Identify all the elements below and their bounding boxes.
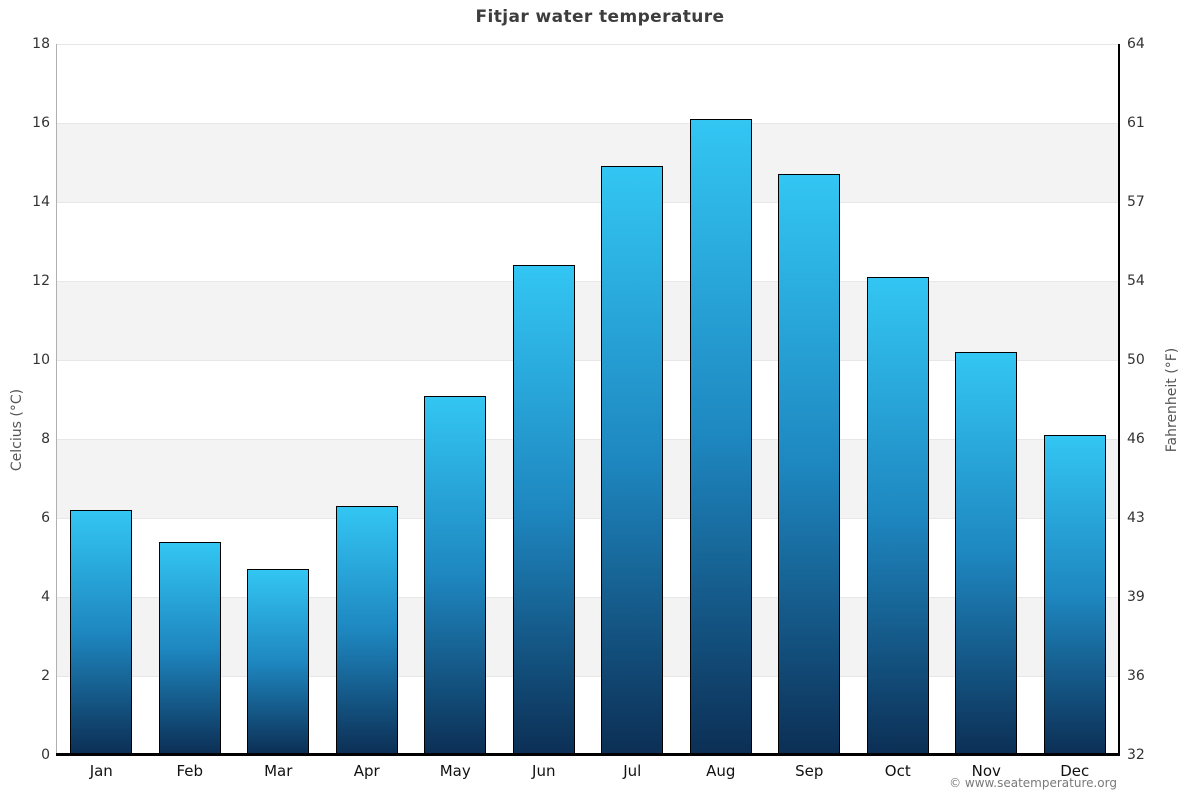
x-label-aug: Aug bbox=[706, 762, 736, 780]
gridline bbox=[57, 597, 1119, 598]
plot-band bbox=[57, 202, 1119, 281]
bar-sep bbox=[778, 174, 841, 755]
gridline bbox=[57, 123, 1119, 124]
y-tick-celsius-10: 10 bbox=[32, 352, 50, 368]
y-tick-celsius-16: 16 bbox=[32, 115, 50, 131]
x-label-jul: Jul bbox=[623, 762, 642, 780]
plot-band bbox=[57, 281, 1119, 360]
bar-may bbox=[424, 395, 487, 755]
y-tick-fahrenheit-46: 46 bbox=[1127, 431, 1145, 447]
plot-band bbox=[57, 439, 1119, 518]
y-axis-right-spine bbox=[1118, 44, 1120, 756]
y-axis-left-title: Celcius (°C) bbox=[9, 388, 25, 472]
bar-oct bbox=[866, 277, 929, 755]
x-label-mar: Mar bbox=[264, 762, 293, 780]
bar-jul bbox=[601, 166, 664, 755]
plot-band bbox=[57, 676, 1119, 755]
plot-band bbox=[57, 44, 1119, 123]
gridline bbox=[57, 676, 1119, 677]
y-tick-celsius-12: 12 bbox=[32, 273, 50, 289]
x-label-oct: Oct bbox=[884, 762, 911, 780]
y-tick-celsius-6: 6 bbox=[41, 510, 50, 526]
gridline bbox=[57, 360, 1119, 361]
y-tick-celsius-2: 2 bbox=[41, 668, 50, 684]
y-tick-fahrenheit-43: 43 bbox=[1127, 510, 1145, 526]
bar-dec bbox=[1043, 435, 1106, 755]
x-label-nov: Nov bbox=[971, 762, 1001, 780]
plot-band bbox=[57, 123, 1119, 202]
y-tick-celsius-8: 8 bbox=[41, 431, 50, 447]
y-tick-fahrenheit-50: 50 bbox=[1127, 352, 1145, 368]
y-tick-celsius-4: 4 bbox=[41, 589, 50, 605]
y-axis-right-ticks: 32 36 39 43 46 50 54 57 61 64 bbox=[1127, 36, 1187, 763]
bar-aug bbox=[689, 119, 752, 755]
bar-feb bbox=[158, 541, 221, 755]
bar-jun bbox=[512, 265, 575, 755]
plot-band bbox=[57, 360, 1119, 439]
x-label-apr: Apr bbox=[353, 762, 380, 780]
y-axis-right-title: Fahrenheit (°F) bbox=[1164, 347, 1180, 453]
chart-title: Fitjar water temperature bbox=[475, 7, 725, 27]
y-tick-celsius-14: 14 bbox=[32, 194, 50, 210]
y-tick-fahrenheit-32: 32 bbox=[1127, 747, 1145, 763]
y-tick-fahrenheit-36: 36 bbox=[1127, 668, 1145, 684]
gridline bbox=[57, 202, 1119, 203]
x-label-feb: Feb bbox=[176, 762, 204, 780]
y-tick-fahrenheit-39: 39 bbox=[1127, 589, 1145, 605]
x-label-sep: Sep bbox=[795, 762, 824, 780]
y-tick-fahrenheit-61: 61 bbox=[1127, 115, 1145, 131]
gridline bbox=[57, 439, 1119, 440]
bar-nov bbox=[955, 352, 1018, 755]
plot-band bbox=[57, 597, 1119, 676]
bar-apr bbox=[335, 506, 398, 755]
bar-mar bbox=[247, 569, 310, 756]
x-label-dec: Dec bbox=[1060, 762, 1090, 780]
gridline bbox=[57, 44, 1119, 45]
y-axis-left-spine bbox=[56, 44, 57, 755]
y-tick-fahrenheit-54: 54 bbox=[1127, 273, 1145, 289]
x-axis-labels: Jan Feb Mar Apr May Jun Jul Aug Sep Oct Nov Dec bbox=[57, 762, 1119, 784]
plot-band bbox=[57, 518, 1119, 597]
copyright-credit: © www.seatemperature.org bbox=[949, 776, 1117, 790]
x-label-jun: Jun bbox=[532, 762, 556, 780]
y-tick-celsius-18: 18 bbox=[32, 36, 50, 52]
gridline bbox=[57, 281, 1119, 282]
y-tick-celsius-0: 0 bbox=[41, 747, 50, 763]
plot-area bbox=[57, 44, 1119, 756]
x-axis-baseline bbox=[56, 753, 1120, 756]
x-label-may: May bbox=[439, 762, 471, 780]
bar-jan bbox=[70, 510, 133, 755]
gridline bbox=[57, 518, 1119, 519]
y-axis-left-ticks: 0 2 4 6 8 10 12 14 16 18 bbox=[0, 36, 50, 763]
x-label-jan: Jan bbox=[89, 762, 113, 780]
y-tick-fahrenheit-57: 57 bbox=[1127, 194, 1145, 210]
y-tick-fahrenheit-64: 64 bbox=[1127, 36, 1145, 52]
